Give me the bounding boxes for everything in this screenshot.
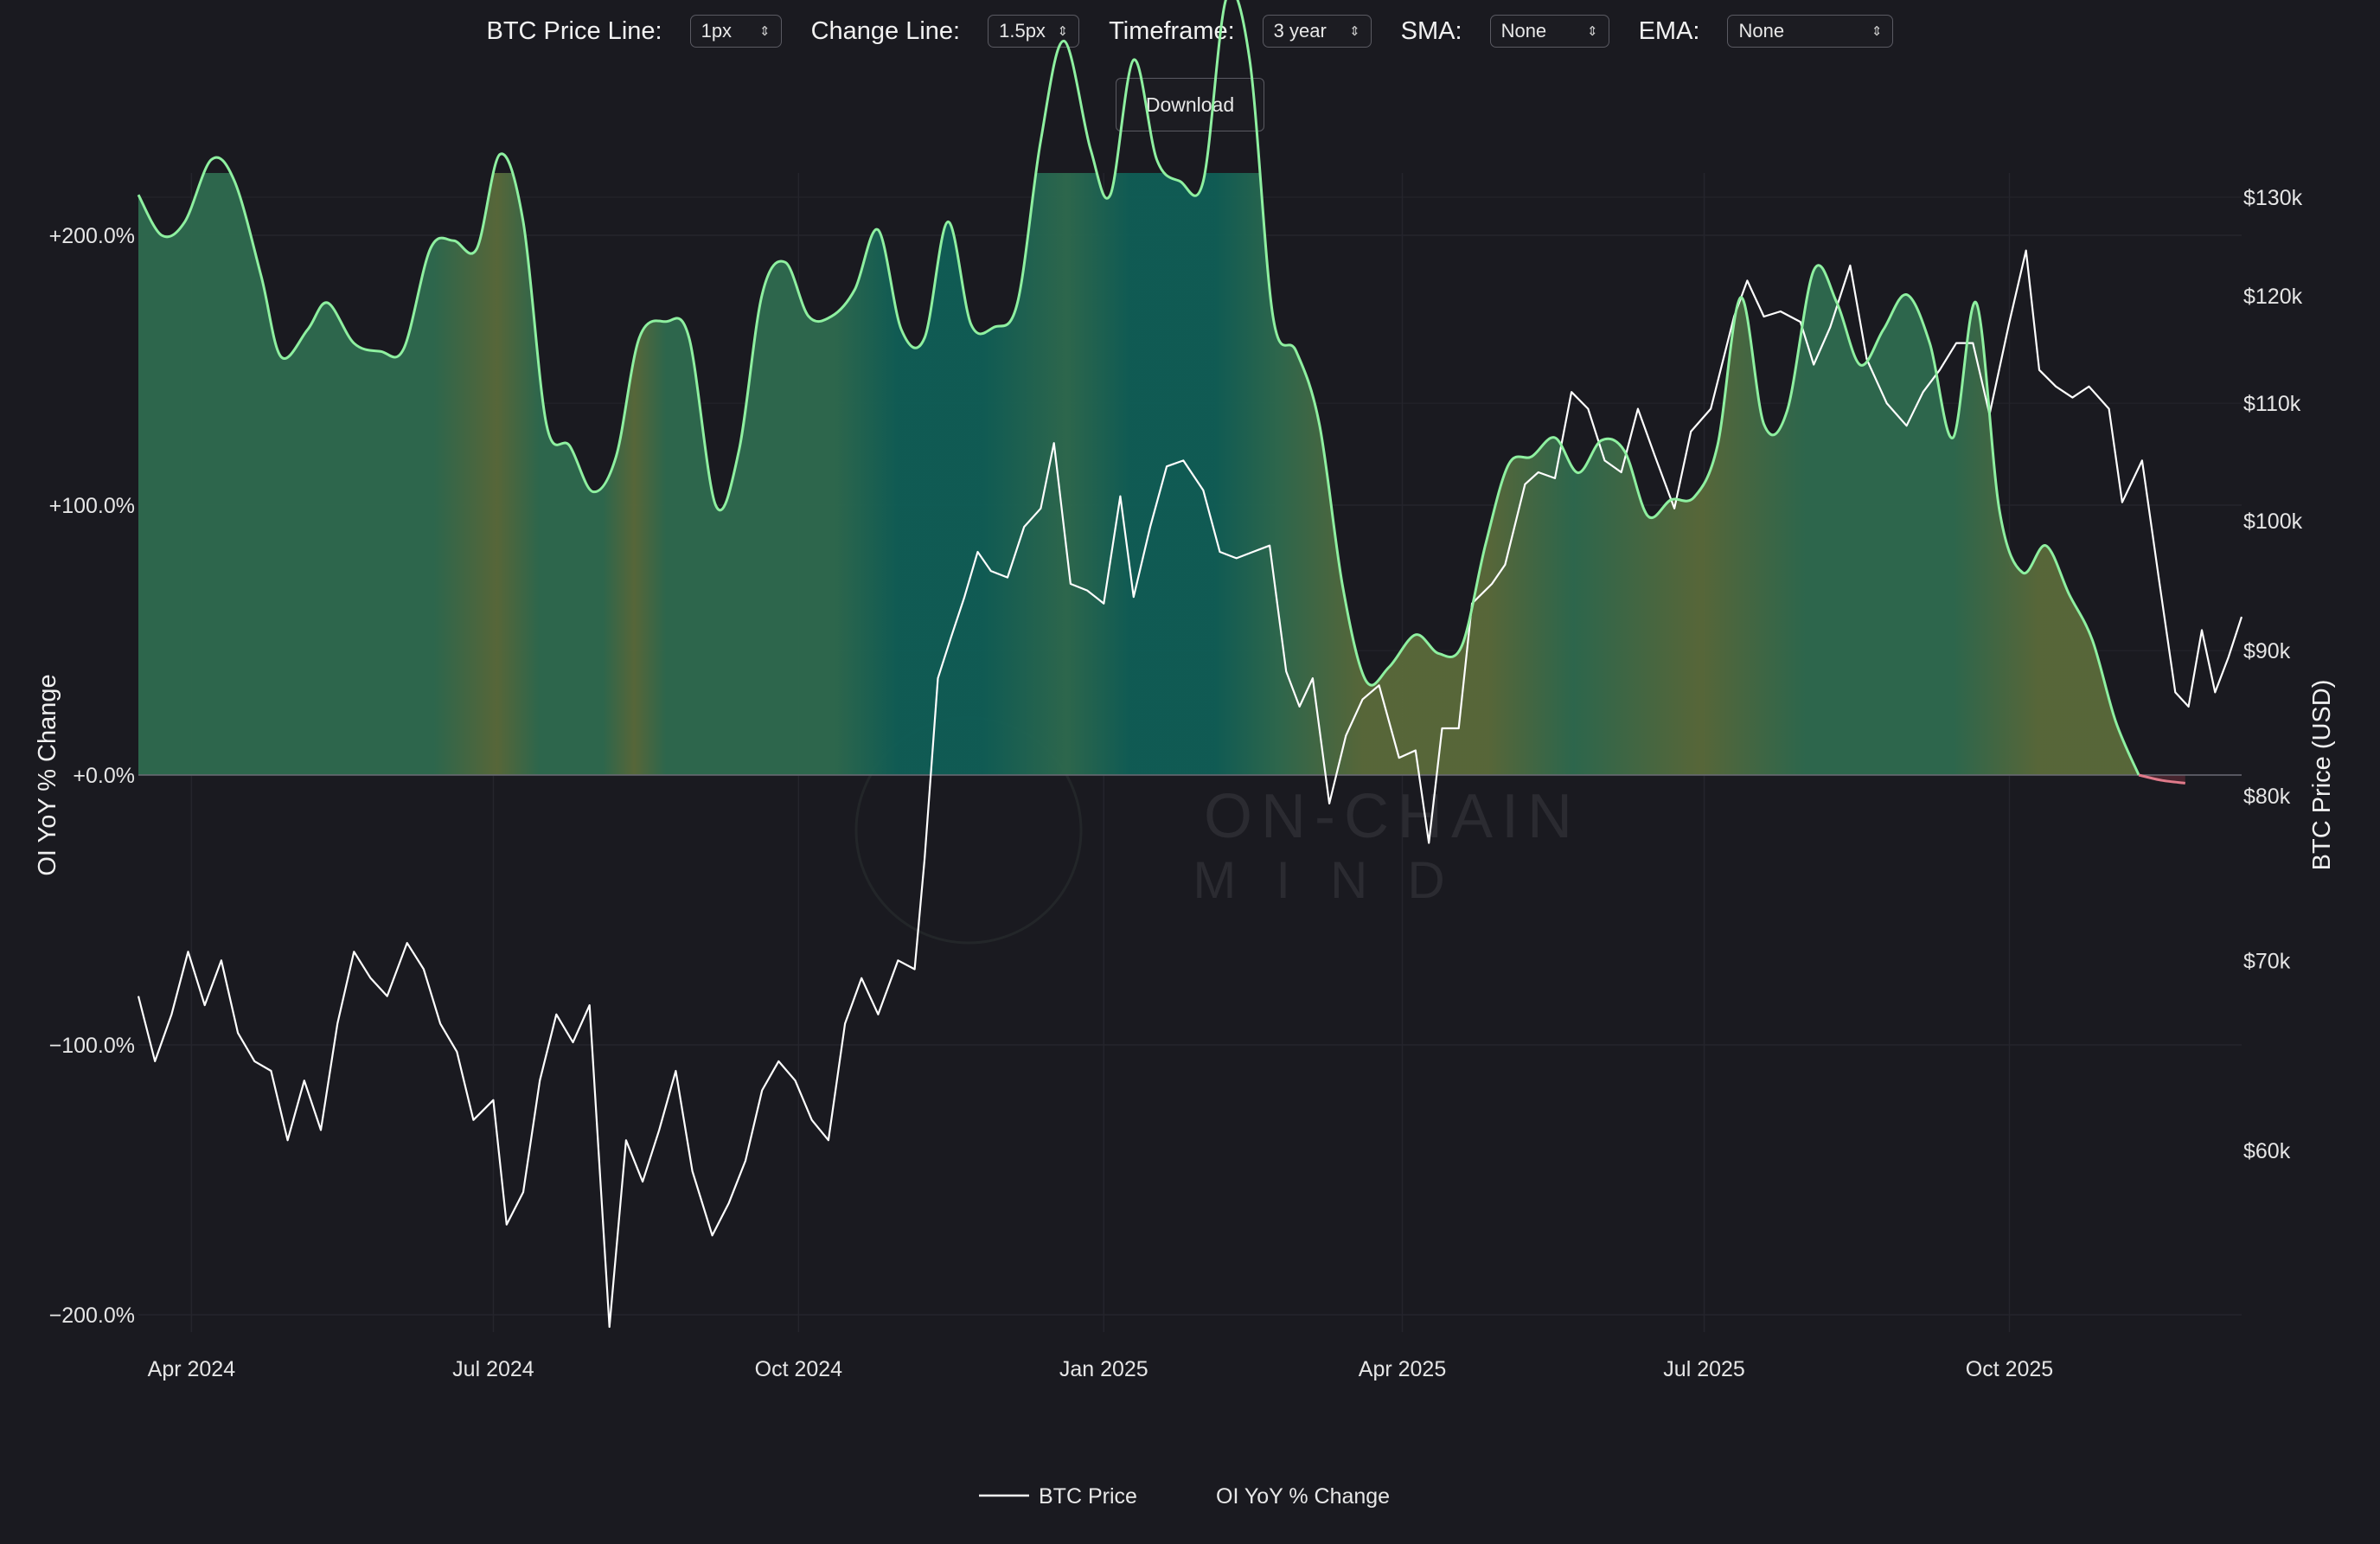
btc-price-line [137, 249, 2243, 1329]
timeframe-value: 3 year [1273, 20, 1327, 42]
x-tick-label: Apr 2024 [148, 1357, 236, 1381]
timeframe-control: Timeframe: 3 year ⇕ [1109, 15, 1372, 48]
left-tick-label: +0.0% [73, 764, 135, 788]
change-line-label: Change Line: [810, 16, 961, 45]
right-axis-title: BTC Price (USD) [2308, 680, 2336, 871]
right-tick-label: $90k [2243, 639, 2291, 663]
timeframe-label: Timeframe: [1109, 16, 1235, 45]
right-tick-label: $130k [2243, 186, 2303, 210]
legend-item-oi-yoy[interactable]: OI YoY % Change [1216, 1484, 1390, 1509]
x-axis: Apr 2024 Jul 2024 Oct 2024 Jan 2025 Apr 2025… [148, 1357, 2054, 1381]
btc-price-line-value: 1px [701, 20, 733, 42]
right-tick-label: $80k [2243, 785, 2291, 809]
right-tick-label: $70k [2243, 949, 2291, 973]
left-axis-title: OI YoY % Change [34, 674, 61, 875]
legend: BTC Price OI YoY % Change [979, 1484, 1390, 1509]
ema-control: EMA: None ⇕ [1639, 15, 1894, 48]
left-tick-label: +200.0% [49, 224, 135, 248]
btc-price-line-control: BTC Price Line: 1px ⇕ [487, 15, 782, 48]
chevron-updown-icon: ⇕ [1349, 23, 1360, 39]
change-line-control: Change Line: 1.5px ⇕ [811, 15, 1080, 48]
right-tick-label: $60k [2243, 1139, 2291, 1163]
controls-bar: BTC Price Line: 1px ⇕ Change Line: 1.5px… [0, 0, 2380, 62]
legend-label-oi-yoy: OI YoY % Change [1216, 1484, 1390, 1509]
legend-label-btc-price: BTC Price [1039, 1484, 1137, 1509]
ema-value: None [1738, 20, 1785, 42]
left-axis: +300.0%+200.0%+100.0%+0.0%−100.0%−200.0%… [49, 224, 135, 1328]
sma-control: SMA: None ⇕ [1401, 15, 1609, 48]
right-tick-label: $110k [2243, 392, 2301, 416]
x-tick-label: Jan 2025 [1059, 1357, 1148, 1381]
right-axis: $130k $120k $110k $100k $90k $80k $70k $60k [2243, 186, 2303, 1163]
chevron-updown-icon: ⇕ [1587, 23, 1598, 39]
change-line-value: 1.5px [999, 20, 1046, 42]
sma-label: SMA: [1400, 16, 1462, 45]
btc-price-line-label: BTC Price Line: [486, 16, 662, 45]
x-tick-label: Jul 2024 [452, 1357, 534, 1381]
download-button[interactable]: Download [1116, 78, 1264, 131]
change-line-select[interactable]: 1.5px ⇕ [988, 15, 1080, 48]
x-tick-label: Apr 2025 [1359, 1357, 1446, 1381]
left-tick-label: −200.0% [49, 1304, 135, 1328]
right-tick-label: $100k [2243, 509, 2303, 534]
watermark-line1: ON-CHAIN [1204, 782, 1581, 851]
left-tick-label: +100.0% [49, 494, 135, 518]
sma-value: None [1500, 20, 1547, 42]
chevron-updown-icon: ⇕ [1871, 23, 1883, 39]
sma-select[interactable]: None ⇕ [1489, 15, 1609, 48]
x-tick-label: Oct 2024 [755, 1357, 843, 1381]
oi-yoy-line [137, 0, 2140, 776]
legend-item-btc-price[interactable]: BTC Price [979, 1484, 1137, 1509]
chevron-updown-icon: ⇕ [1057, 23, 1069, 39]
watermark-line2: MIND [1193, 851, 1484, 909]
timeframe-select[interactable]: 3 year ⇕ [1262, 15, 1372, 48]
x-tick-label: Oct 2025 [1966, 1357, 2053, 1381]
left-tick-label: −100.0% [49, 1034, 135, 1058]
watermark: ON-CHAIN MIND [854, 716, 1581, 945]
ema-label: EMA: [1638, 16, 1700, 45]
chevron-updown-icon: ⇕ [759, 23, 771, 39]
oi-yoy-line-negative [2138, 773, 2185, 785]
x-tick-label: Jul 2025 [1663, 1357, 1745, 1381]
ema-select[interactable]: None ⇕ [1727, 15, 1894, 48]
btc-price-line-select[interactable]: 1px ⇕ [689, 15, 782, 48]
right-tick-label: $120k [2243, 285, 2303, 309]
